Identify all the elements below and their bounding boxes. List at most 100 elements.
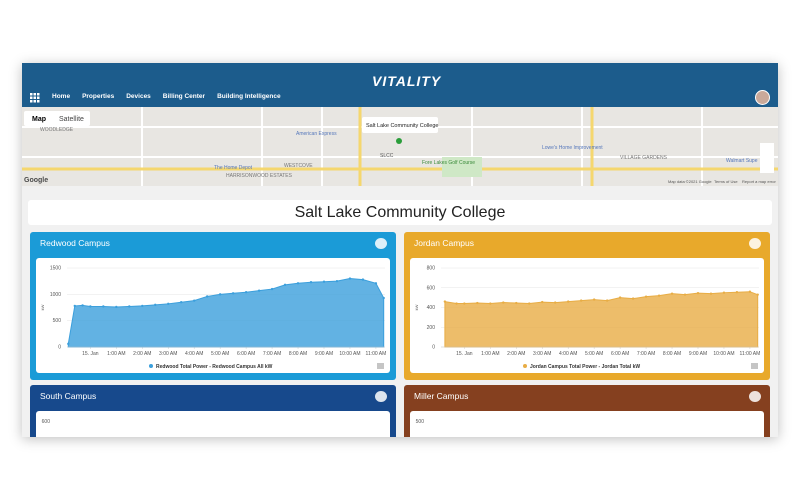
data-point [618, 296, 622, 299]
x-tick-label: 1:00 AM [481, 351, 499, 357]
y-tick-label: 600 [42, 419, 51, 425]
table-button[interactable] [375, 391, 387, 402]
table-button[interactable] [749, 391, 761, 402]
data-point [257, 289, 261, 292]
chart-card: 0 500 1000 1500 kW 15. Jan 1:00 AM 2:00 AM 3:00 … [36, 258, 390, 373]
data-point [476, 301, 479, 305]
legend-marker [149, 364, 153, 368]
x-tick-label: 6:00 AM [611, 351, 629, 357]
data-point [541, 300, 544, 304]
x-tick-label: 11:00 AM [366, 351, 387, 357]
x-tick-label: 15. Jan [456, 351, 473, 357]
data-point [335, 279, 339, 283]
data-point [554, 301, 557, 304]
table-button[interactable] [749, 238, 761, 249]
campus-panel: South Campus 600 [30, 385, 396, 437]
x-tick-label: 10:00 AM [339, 351, 360, 357]
data-point [657, 294, 661, 297]
data-point [296, 282, 300, 285]
y-tick-label: 500 [416, 419, 425, 425]
menu-icon[interactable] [751, 363, 758, 369]
map-label: The Home Depot [214, 165, 253, 171]
x-tick-label: 4:00 AM [559, 351, 577, 357]
data-point [683, 293, 687, 296]
data-point [528, 302, 531, 305]
data-point [592, 298, 596, 301]
avatar[interactable] [755, 90, 770, 105]
nav-item[interactable]: Properties [82, 93, 115, 100]
data-point [180, 301, 183, 304]
map-footer[interactable]: Report a map error [742, 179, 776, 184]
map-label: Lowe's Home Improvement [542, 145, 603, 151]
y-tick-label: 1000 [50, 292, 61, 298]
data-point [463, 302, 466, 305]
data-point [644, 295, 648, 298]
map-label: American Express [296, 131, 337, 137]
nav-item[interactable]: Home [52, 93, 71, 100]
map-label: WESTCOVE [284, 163, 313, 169]
data-point [382, 296, 385, 300]
x-tick-label: 7:00 AM [263, 351, 281, 357]
map-label: WOODLEDGE [40, 127, 74, 133]
y-tick-label: 0 [58, 345, 61, 351]
map-footer[interactable]: Terms of Use [714, 179, 738, 184]
data-point [735, 290, 739, 294]
map-button[interactable]: Satellite [59, 116, 84, 123]
data-point [515, 301, 518, 305]
map[interactable]: Map Satellite Salt Lake Community Colleg… [22, 107, 778, 186]
y-tick-label: 1500 [50, 266, 61, 272]
y-axis-label: kW [414, 304, 419, 310]
data-point [605, 299, 609, 302]
y-axis-label: kW [40, 304, 45, 310]
x-tick-label: 8:00 AM [663, 351, 681, 357]
y-tick-label: 600 [427, 285, 436, 291]
x-tick-label: 3:00 AM [533, 351, 551, 357]
legend-label[interactable]: Redwood Total Power - Redwood Campus All… [156, 364, 273, 370]
nav-item[interactable]: Devices [126, 93, 151, 100]
data-point [128, 305, 131, 308]
data-point [141, 304, 144, 308]
x-tick-label: 3:00 AM [159, 351, 177, 357]
data-point [89, 305, 92, 308]
chart: 600 [42, 419, 51, 425]
logo: VITALITY [372, 73, 442, 89]
x-tick-label: 1:00 AM [107, 351, 125, 357]
nav-item[interactable]: Building Intelligence [217, 93, 281, 100]
legend-label[interactable]: Jordan Campus Total Power - Jordan Total… [530, 364, 640, 370]
chart-card: 600 [36, 411, 390, 437]
data-point [443, 300, 447, 303]
map-button[interactable]: Map [32, 116, 46, 123]
map-footer: Map data ©2021 Google [668, 179, 712, 184]
data-point [374, 282, 378, 285]
data-point [67, 342, 70, 346]
data-point [115, 305, 118, 309]
data-point [502, 301, 505, 304]
chart-card: 0 200 400 600 800 kW 15. Jan 1:00 AM 2:00 AM 3:00… [410, 258, 764, 373]
data-point [748, 290, 752, 293]
data-point [489, 302, 492, 305]
table-button[interactable] [375, 238, 387, 249]
data-point [670, 292, 674, 295]
data-point [322, 280, 326, 283]
data-point [348, 277, 352, 280]
map-label: Fore Lakes Golf Course [422, 160, 475, 166]
data-point [81, 304, 84, 307]
panel-title: Jordan Campus [414, 238, 475, 248]
x-tick-label: 9:00 AM [315, 351, 333, 357]
nav-item[interactable]: Billing Center [162, 93, 206, 100]
campus-panel: Redwood Campus 0 500 1000 1500 kW 15. Jan 1:00 … [30, 232, 396, 380]
x-tick-label: 11:00 AM [740, 351, 761, 357]
x-tick-label: 15. Jan [82, 351, 99, 357]
data-point [455, 302, 458, 305]
menu-icon[interactable] [377, 363, 384, 369]
campus-panel: Miller Campus 500 [404, 385, 770, 437]
map-label: Walmart Supe [726, 158, 758, 164]
x-tick-label: 6:00 AM [237, 351, 255, 357]
map-label: VILLAGE GARDENS [620, 155, 668, 161]
apps-icon[interactable] [30, 93, 40, 103]
data-point [167, 302, 170, 306]
header: VITALITY Home Properties Devices Billing… [22, 63, 778, 107]
map-brand: Google [24, 177, 48, 184]
data-point [756, 293, 759, 296]
